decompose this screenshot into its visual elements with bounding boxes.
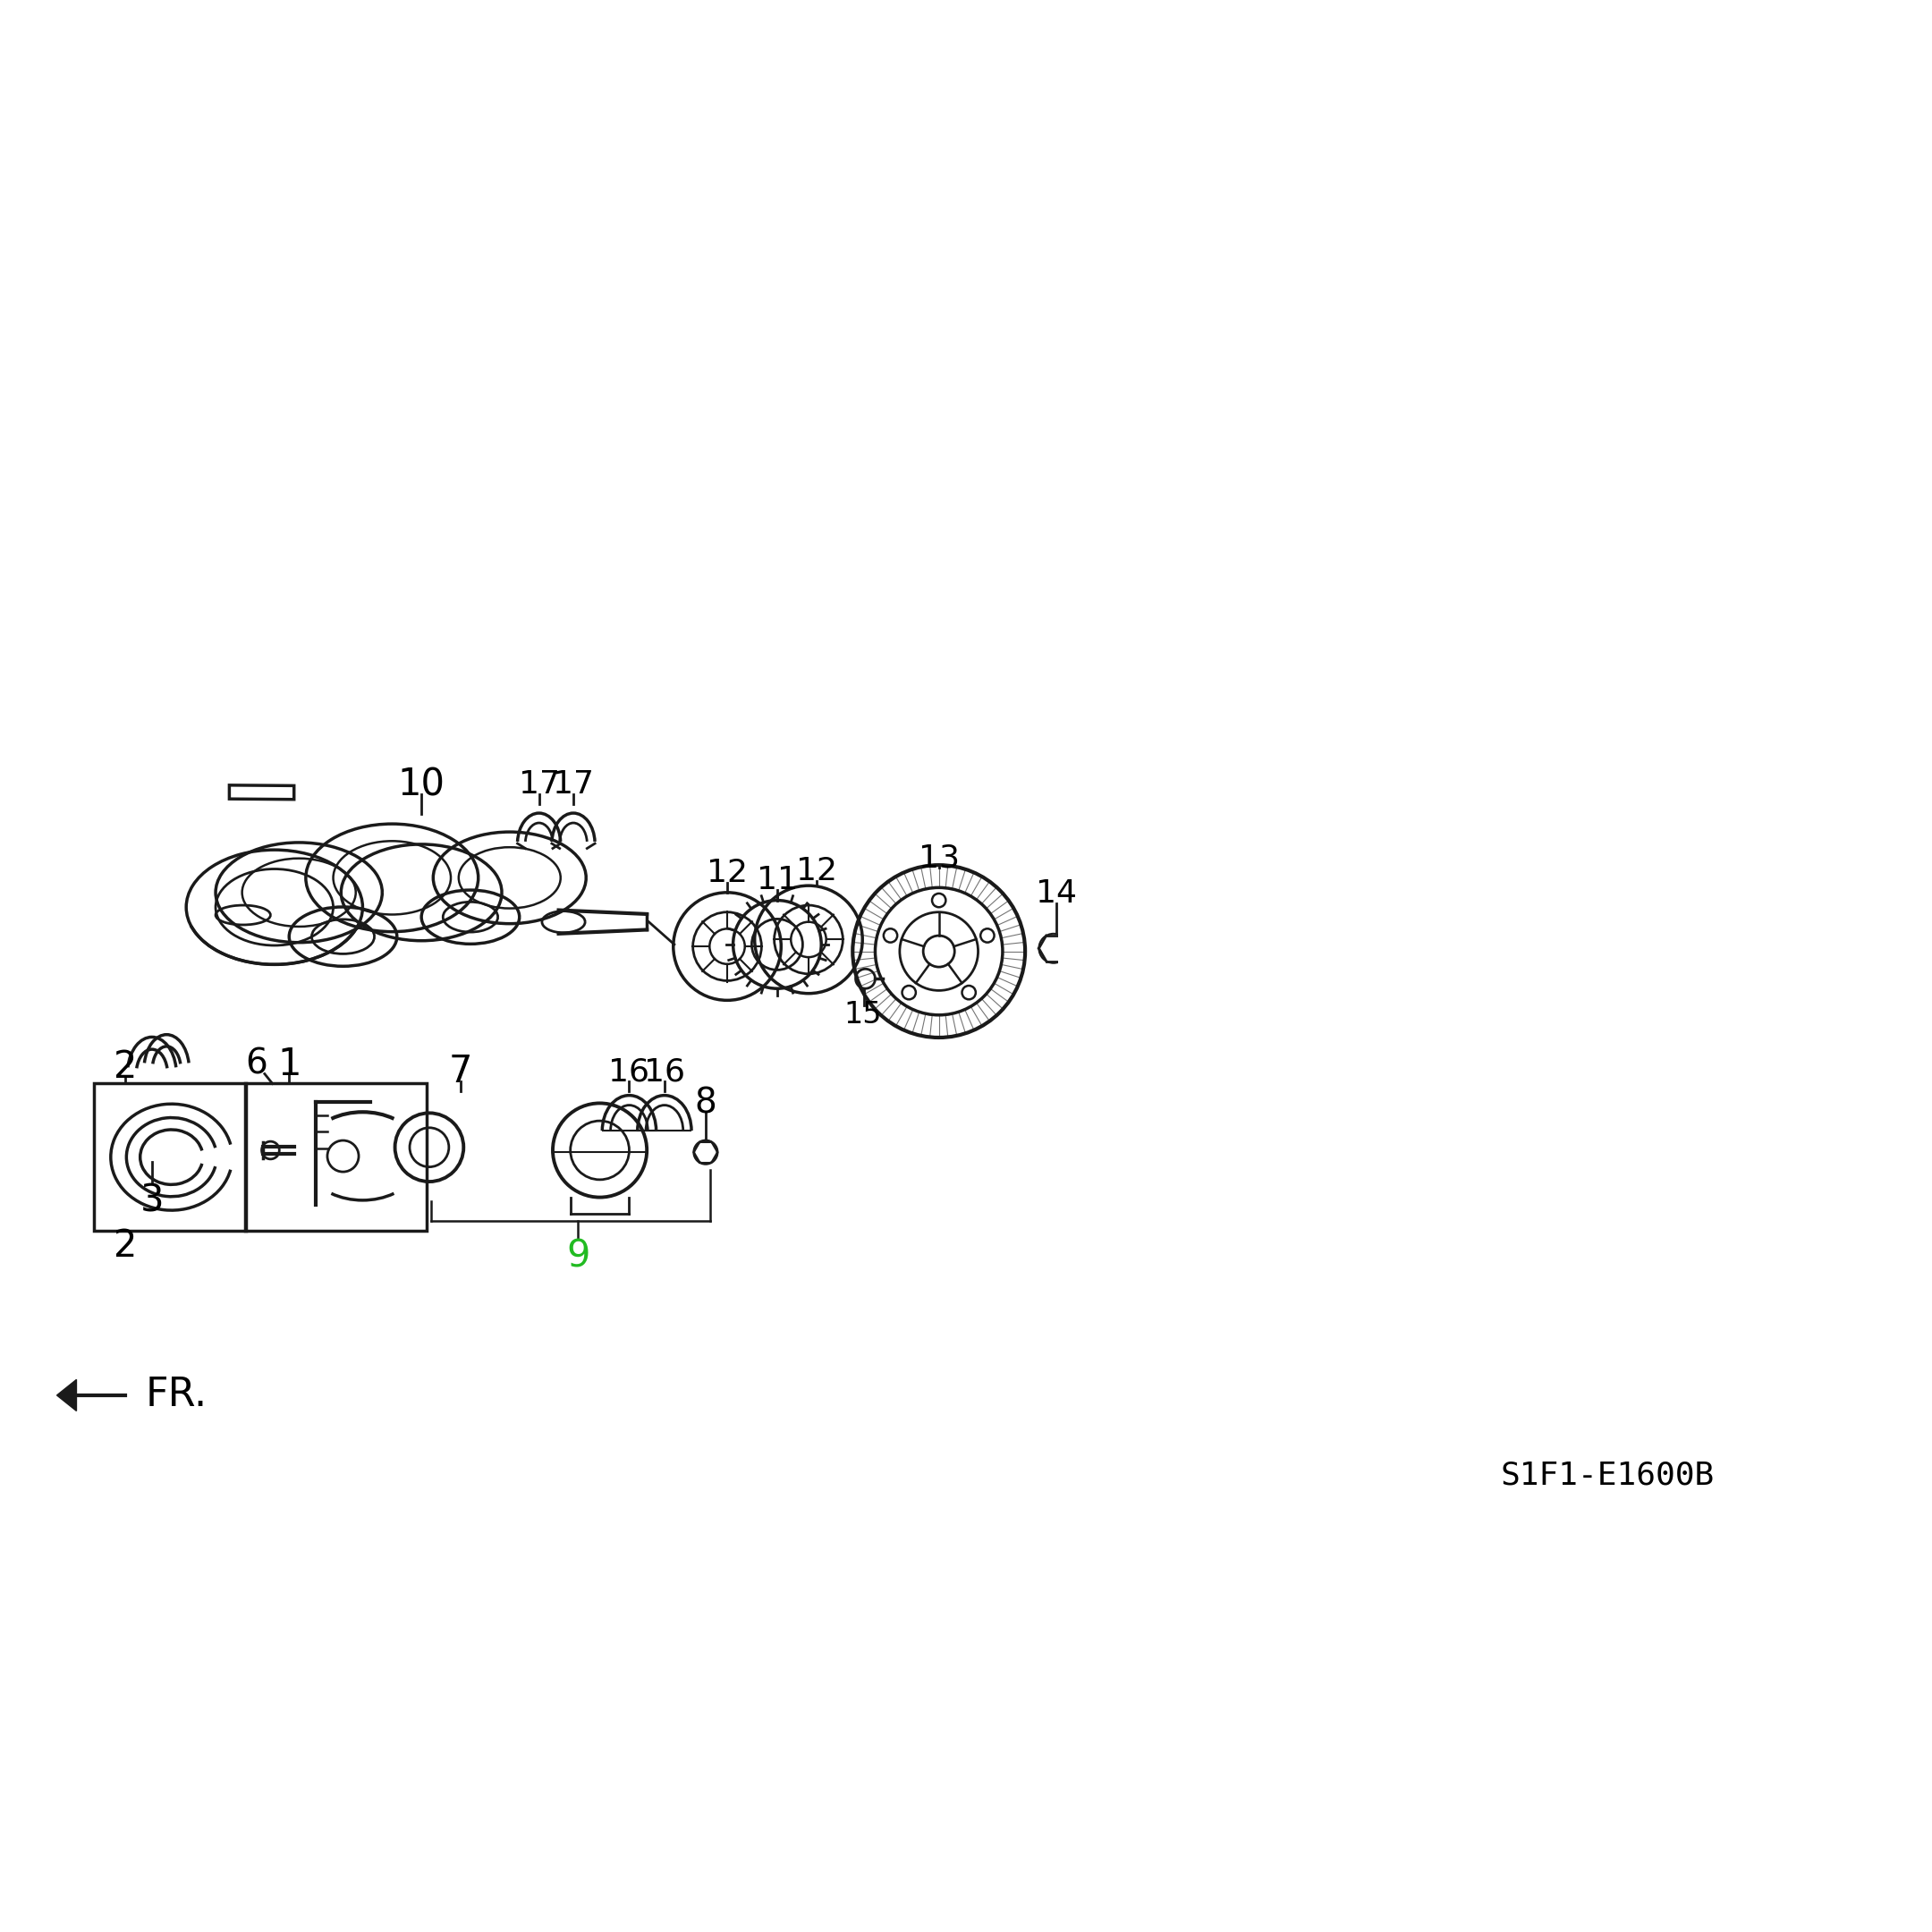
Text: 8: 8 <box>696 1086 717 1121</box>
Text: 14: 14 <box>1036 879 1076 908</box>
Text: 13: 13 <box>918 842 960 873</box>
Text: 12: 12 <box>796 856 837 887</box>
Bar <box>95 1084 245 1231</box>
Polygon shape <box>230 784 294 800</box>
Text: 12: 12 <box>707 858 748 889</box>
Text: 2: 2 <box>114 1049 137 1086</box>
Text: 2: 2 <box>114 1227 137 1265</box>
Text: 16: 16 <box>643 1057 686 1088</box>
Text: 7: 7 <box>448 1053 473 1092</box>
Text: 6: 6 <box>245 1047 269 1082</box>
Polygon shape <box>56 1379 77 1410</box>
Text: 10: 10 <box>398 765 444 804</box>
Text: 15: 15 <box>844 1001 881 1030</box>
Text: 3: 3 <box>139 1182 164 1219</box>
Text: 1: 1 <box>278 1045 301 1082</box>
Text: 9: 9 <box>566 1236 589 1275</box>
Text: 17: 17 <box>518 769 560 800</box>
Text: 11: 11 <box>757 864 798 895</box>
Text: 16: 16 <box>609 1057 649 1088</box>
Text: S1F1-E1600B: S1F1-E1600B <box>1501 1461 1714 1492</box>
Text: FR.: FR. <box>145 1376 207 1414</box>
Text: 17: 17 <box>553 769 593 800</box>
Bar <box>245 1084 427 1231</box>
